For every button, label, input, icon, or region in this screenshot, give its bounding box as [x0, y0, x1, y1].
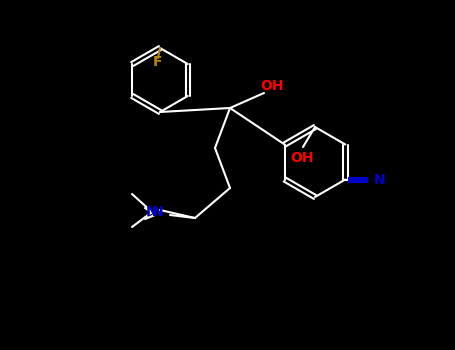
Text: F: F [153, 55, 163, 69]
Text: OH: OH [290, 151, 314, 165]
Text: N: N [374, 173, 385, 187]
Text: OH: OH [260, 79, 284, 93]
Text: N: N [146, 205, 158, 219]
Text: N: N [152, 205, 164, 219]
